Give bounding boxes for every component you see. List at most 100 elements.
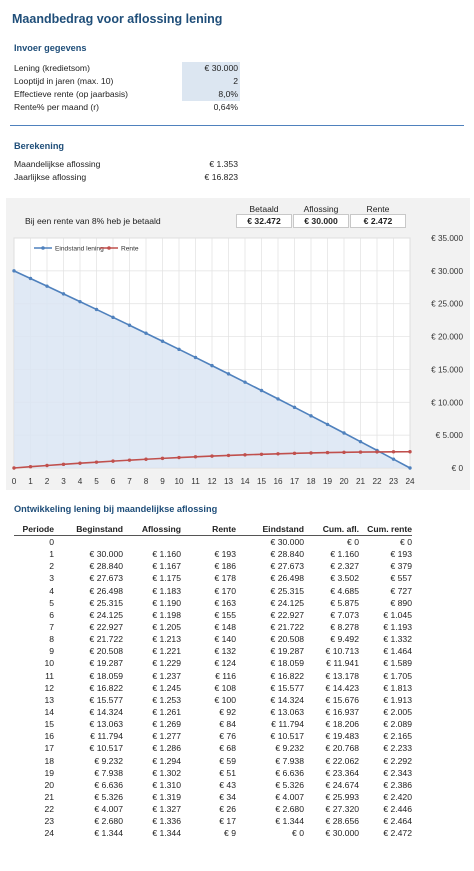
table-cell: € 24.674 [325,779,359,790]
series-point-rente [144,457,148,461]
table-cell: € 1.175 [152,573,181,584]
legend-label-rente: Rente [121,246,139,253]
table-cell: € 890 [390,597,412,608]
table-cell: € 1.464 [383,646,412,657]
table-row: 3 € 27.673 € 1.175 € 178 € 26.498 € 3.502 € 55… [14,572,412,584]
input-cell-term[interactable] [182,75,240,88]
series-point-rente [342,450,346,455]
series-point-rente [78,461,82,465]
table-cell: € 22.927 [89,621,123,632]
calc-value-yearly: € 16.823 [204,172,238,182]
table-cell: € 0 [292,828,304,839]
input-value-rate[interactable]: 8,0% [218,89,238,99]
table-cell: € 2.292 [383,755,412,766]
input-value-loan[interactable]: € 30.000 [204,63,238,73]
input-label-term: Looptijd in jaren (max. 10) [14,76,114,86]
table-cell: 0 [49,537,54,547]
input-cell-rate[interactable] [182,88,240,101]
table-cell: € 1.190 [152,597,181,608]
input-row-loan: Lening (kredietsom) € 30.000 [14,62,240,75]
input-cell-loan[interactable] [182,62,240,75]
table-cell: € 557 [390,573,412,584]
x-tick-label: 21 [356,477,366,486]
table-cell: € 19.287 [270,646,304,657]
column-header: Cum. afl. [322,524,359,534]
series-point-eindstand-lening [226,372,231,376]
table-cell: 9 [49,646,54,657]
table-row: 9 € 20.508 € 1.221 € 132 € 19.287 € 10.713 € 1… [14,645,412,657]
y-tick-label: € 5.000 [436,431,464,440]
table-cell: € 1.183 [152,585,181,596]
y-tick-label: € 30.000 [431,267,463,276]
x-tick-label: 19 [323,477,333,486]
input-value-monthly-rate: 0,64% [213,102,238,112]
series-point-eindstand-lening [408,466,412,470]
table-cell: € 1.198 [152,609,181,620]
series-point-eindstand-lening [325,422,330,427]
x-tick-label: 17 [290,477,300,486]
table-row: 16 € 11.794 € 1.277 € 76 € 10.517 € 19.483 € 2… [14,730,412,742]
table-cell: 19 [44,767,54,778]
table-cell: € 1.253 [152,694,181,705]
calc-label-monthly: Maandelijkse aflossing [14,159,101,169]
table-cell: € 5.326 [275,779,304,790]
table-cell: € 84 [219,719,236,730]
table-cell: € 28.840 [89,561,123,572]
table-cell: € 10.517 [89,743,123,754]
table-cell: € 15.577 [89,694,123,705]
table-row: 6 € 24.125 € 1.198 € 155 € 22.927 € 7.073 € 1.… [14,609,412,621]
chart-x-axis: 0 1 2 3 4 5 6 7 8 9 10 11 12 13 14 15 16 17 18 19 20 21 22 23 24 [12,477,415,486]
x-tick-label: 3 [61,477,66,486]
series-point-eindstand-lening [276,397,280,401]
calc-value-monthly: € 1.353 [209,159,238,169]
table-cell: € 11.794 [271,719,304,730]
input-row-rate: Effectieve rente (op jaarbasis) 8,0% [14,88,240,101]
table-cell: € 51 [219,767,236,778]
table-cell: € 25.315 [270,585,304,596]
series-point-eindstand-lening [177,347,181,352]
table-cell: € 100 [214,694,236,705]
legend-marker-eindstand-lening [41,246,45,250]
table-cell: € 108 [214,682,236,693]
table-cell: € 17 [219,816,236,827]
table-row: 23 € 2.680 € 1.336 € 17 € 1.344 € 28.656 € 2.4… [14,815,412,827]
table-row: 1 € 30.000 € 1.160 € 193 € 28.840 € 1.160 € 19… [14,548,412,560]
table-cell: € 193 [390,549,412,560]
series-point-eindstand-lening [342,431,346,435]
table-cell: € 92 [219,706,236,717]
table-cell: € 25.993 [325,791,359,802]
table-cell: € 1.277 [152,731,181,742]
table-cell: € 1.269 [152,719,181,730]
table-cell: € 2.233 [383,743,412,754]
x-tick-label: 5 [94,477,99,486]
series-point-eindstand-lening [292,405,297,410]
table-cell: € 23.364 [325,767,359,778]
input-section-heading: Invoer gegevens [14,43,87,53]
series-point-eindstand-lening [160,339,165,343]
table-cell: € 26 [219,804,236,815]
table-cell: € 16.822 [270,670,304,681]
table-cell: € 20.508 [89,646,123,657]
series-point-rente [259,452,264,456]
table-cell: € 68 [219,743,236,754]
input-value-term[interactable]: 2 [233,76,238,86]
x-tick-label: 10 [174,477,184,486]
table-cell: € 1.213 [152,634,181,645]
series-point-eindstand-lening [309,414,313,418]
table-row: 8 € 21.722 € 1.213 € 140 € 20.508 € 9.492 € 1.… [14,633,412,645]
calc-row-yearly: Jaarlijkse aflossing € 16.823 [14,171,240,184]
table-cell: € 18.059 [270,658,304,669]
table-cell: € 18.059 [89,670,123,681]
table-cell: € 1.913 [383,694,412,705]
table-cell: € 1.294 [152,755,181,766]
table-cell: € 26.498 [89,585,123,596]
table-row: 12 € 16.822 € 1.245 € 108 € 15.577 € 14.423 € … [14,682,412,694]
table-cell: 15 [44,719,54,730]
table-cell: 17 [44,743,54,754]
table-cell: € 27.673 [270,561,304,572]
schedule-table: Periode Beginstand Aflossing Rente Eindstand… [14,522,412,840]
table-cell: € 1.310 [152,779,181,790]
chart-legend: Eindstand lening Rente [34,246,139,253]
chart-y-axis: € 0 € 5.000 € 10.000 € 15.000 € 20.000 € 25.0… [431,234,463,473]
table-cell: € 140 [214,634,236,645]
